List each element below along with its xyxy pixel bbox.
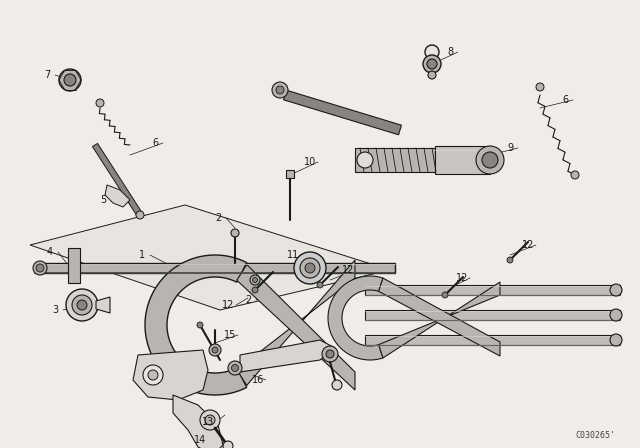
Circle shape — [66, 289, 98, 321]
Polygon shape — [365, 335, 620, 345]
Text: 5: 5 — [100, 195, 106, 205]
Polygon shape — [328, 276, 383, 360]
Circle shape — [300, 258, 320, 278]
Polygon shape — [173, 395, 223, 448]
Circle shape — [610, 284, 622, 296]
Circle shape — [72, 295, 92, 315]
Circle shape — [476, 146, 504, 174]
Circle shape — [231, 229, 239, 237]
Polygon shape — [237, 265, 355, 390]
Circle shape — [332, 380, 342, 390]
Circle shape — [326, 350, 334, 358]
Circle shape — [253, 277, 257, 283]
Circle shape — [136, 211, 144, 219]
Circle shape — [209, 344, 221, 356]
Circle shape — [223, 441, 233, 448]
Text: 1: 1 — [139, 250, 145, 260]
Text: 7: 7 — [44, 70, 50, 80]
Polygon shape — [237, 260, 355, 385]
Circle shape — [317, 282, 323, 288]
Circle shape — [294, 252, 326, 284]
Circle shape — [425, 45, 439, 59]
Text: 6: 6 — [152, 138, 158, 148]
Circle shape — [143, 365, 163, 385]
Text: 14: 14 — [194, 435, 206, 445]
Polygon shape — [35, 263, 395, 273]
Text: C030265': C030265' — [575, 431, 615, 439]
Text: 4: 4 — [47, 247, 53, 257]
Text: 9: 9 — [507, 143, 513, 153]
Polygon shape — [365, 310, 620, 320]
Circle shape — [482, 152, 498, 168]
Polygon shape — [145, 255, 247, 395]
Circle shape — [228, 361, 242, 375]
Text: 15: 15 — [224, 330, 236, 340]
Text: 2: 2 — [245, 295, 251, 305]
Circle shape — [272, 82, 288, 98]
Circle shape — [423, 55, 441, 73]
Polygon shape — [105, 185, 130, 207]
Polygon shape — [355, 148, 435, 172]
Circle shape — [232, 365, 239, 371]
Polygon shape — [379, 278, 500, 356]
Circle shape — [322, 346, 338, 362]
Text: 11: 11 — [287, 250, 299, 260]
Circle shape — [77, 300, 87, 310]
Circle shape — [197, 322, 203, 328]
Circle shape — [33, 261, 47, 275]
Circle shape — [571, 171, 579, 179]
Text: 2: 2 — [215, 213, 221, 223]
Circle shape — [428, 71, 436, 79]
Circle shape — [200, 410, 220, 430]
Circle shape — [536, 83, 544, 91]
Circle shape — [305, 263, 315, 273]
Text: 12: 12 — [522, 240, 534, 250]
Polygon shape — [240, 340, 335, 372]
Circle shape — [507, 257, 513, 263]
Circle shape — [250, 275, 260, 285]
Text: 3: 3 — [52, 305, 58, 315]
Polygon shape — [92, 143, 143, 217]
Text: 8: 8 — [447, 47, 453, 57]
Circle shape — [64, 74, 76, 86]
Text: 12: 12 — [342, 265, 354, 275]
Polygon shape — [379, 282, 500, 358]
Polygon shape — [30, 205, 390, 310]
Circle shape — [442, 292, 448, 298]
Polygon shape — [284, 90, 401, 135]
Circle shape — [357, 152, 373, 168]
Text: 10: 10 — [304, 157, 316, 167]
Polygon shape — [133, 350, 208, 400]
Circle shape — [610, 334, 622, 346]
Polygon shape — [96, 297, 110, 313]
Circle shape — [148, 370, 158, 380]
Circle shape — [427, 59, 437, 69]
Circle shape — [205, 415, 215, 425]
Polygon shape — [435, 146, 490, 174]
Circle shape — [276, 86, 284, 94]
Circle shape — [212, 347, 218, 353]
Circle shape — [36, 264, 44, 272]
Circle shape — [252, 287, 258, 293]
Text: 16: 16 — [252, 375, 264, 385]
Bar — [68, 248, 80, 283]
Text: 12: 12 — [456, 273, 468, 283]
Circle shape — [610, 309, 622, 321]
Polygon shape — [365, 285, 620, 295]
Circle shape — [59, 69, 81, 91]
Text: 13: 13 — [202, 417, 214, 427]
Text: 6: 6 — [562, 95, 568, 105]
Bar — [286, 170, 294, 178]
Text: 12: 12 — [222, 300, 234, 310]
Circle shape — [96, 99, 104, 107]
